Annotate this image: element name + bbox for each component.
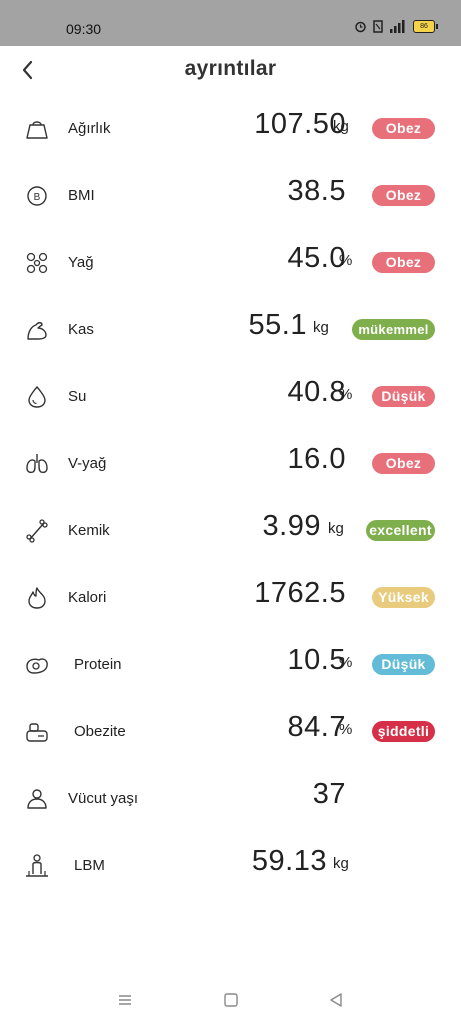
metric-row-water[interactable]: Su 40.8 % Düşük [0, 372, 461, 422]
metric-label: Kalori [68, 589, 107, 606]
metric-unit: % [339, 386, 353, 403]
obesity-icon [26, 723, 48, 742]
bmi-icon: B [27, 186, 47, 206]
metric-row-bone[interactable]: Kemik 3.99 kg excellent [0, 506, 461, 556]
weight-icon [26, 121, 48, 139]
alarm-icon [355, 21, 366, 33]
lean-mass-icon [26, 854, 48, 877]
metric-value: 10.5 [287, 644, 346, 676]
metric-unit: % [339, 252, 353, 269]
metric-row-visceral-fat[interactable]: V-yağ 16.0 Obez [0, 439, 461, 489]
metric-unit: % [339, 654, 353, 671]
status-badge: Obez [372, 185, 435, 206]
muscle-icon [27, 322, 47, 340]
metric-value: 37 [312, 778, 346, 810]
bone-icon [26, 519, 48, 543]
metric-value: 55.1 [248, 309, 307, 341]
metric-label: Kas [68, 321, 94, 338]
lungs-icon [26, 454, 48, 474]
metric-label: Protein [74, 656, 122, 673]
metric-value: 16.0 [287, 443, 346, 475]
metric-row-fat[interactable]: Yağ 45.0 % Obez [0, 238, 461, 288]
status-badge: mükemmel [352, 319, 435, 340]
metric-value: 59.13 [251, 845, 327, 877]
metric-label: BMI [68, 187, 95, 204]
protein-icon [26, 658, 48, 674]
metric-label: Kemik [68, 522, 110, 539]
svg-text:B: B [34, 192, 41, 203]
metric-value: 107.50 [254, 108, 346, 140]
metric-value: 84.7 [287, 711, 346, 743]
status-badge: Obez [372, 118, 435, 139]
metric-value: 40.8 [287, 376, 346, 408]
metric-row-obesity[interactable]: Obezite 84.7 % şiddetli [0, 707, 461, 757]
nfc-icon [373, 20, 383, 33]
metric-value: 1762.5 [254, 577, 346, 609]
signal-icon [390, 20, 405, 33]
battery-icon: 86 [413, 20, 438, 33]
metric-row-body-age[interactable]: Vücut yaşı 37 [0, 774, 461, 824]
metric-label: Vücut yaşı [68, 790, 139, 807]
status-badge: excellent [366, 520, 435, 541]
metric-unit: kg [333, 118, 349, 135]
status-time: 09:30 [66, 21, 102, 37]
fat-icon [26, 252, 48, 274]
status-badge: Düşük [372, 386, 435, 407]
metric-unit: kg [333, 855, 349, 872]
water-drop-icon [28, 385, 46, 408]
status-badge: Düşük [372, 654, 435, 675]
status-icons: 86 [354, 20, 438, 33]
metric-value: 45.0 [287, 242, 346, 274]
page-title: ayrıntılar [184, 57, 277, 80]
back-arrow-icon[interactable] [16, 56, 40, 84]
metric-unit: kg [328, 520, 344, 537]
status-badge: şiddetli [372, 721, 435, 742]
metric-label: V-yağ [68, 455, 107, 472]
metric-label: Ağırlık [68, 120, 111, 137]
metric-value: 38.5 [287, 175, 346, 207]
flame-icon [28, 587, 46, 609]
metric-label: LBM [74, 857, 105, 874]
status-badge: Yüksek [372, 587, 435, 608]
metric-row-lbm[interactable]: LBM 59.13 kg [0, 841, 461, 891]
metric-unit: % [339, 721, 353, 738]
home-icon[interactable] [221, 990, 241, 1010]
body-age-icon [27, 789, 47, 809]
status-badge: Obez [372, 453, 435, 474]
metric-row-bmi[interactable]: B BMI 38.5 Obez [0, 171, 461, 221]
metric-row-calorie[interactable]: Kalori 1762.5 Yüksek [0, 573, 461, 623]
metric-label: Obezite [74, 723, 126, 740]
metric-row-muscle[interactable]: Kas 55.1 kg mükemmel [0, 305, 461, 355]
metric-label: Su [68, 388, 87, 405]
metric-label: Yağ [68, 254, 94, 271]
metric-row-weight[interactable]: Ağırlık 107.50 kg Obez [0, 104, 461, 154]
menu-icon[interactable] [115, 990, 135, 1010]
back-triangle-icon[interactable] [326, 990, 346, 1010]
metric-row-protein[interactable]: Protein 10.5 % Düşük [0, 640, 461, 690]
system-nav-bar [0, 980, 461, 1024]
header: ayrıntılar [0, 46, 461, 96]
metric-unit: kg [313, 319, 329, 336]
metric-value: 3.99 [262, 510, 321, 542]
status-bar: 09:30 86 [0, 0, 461, 46]
status-badge: Obez [372, 252, 435, 273]
